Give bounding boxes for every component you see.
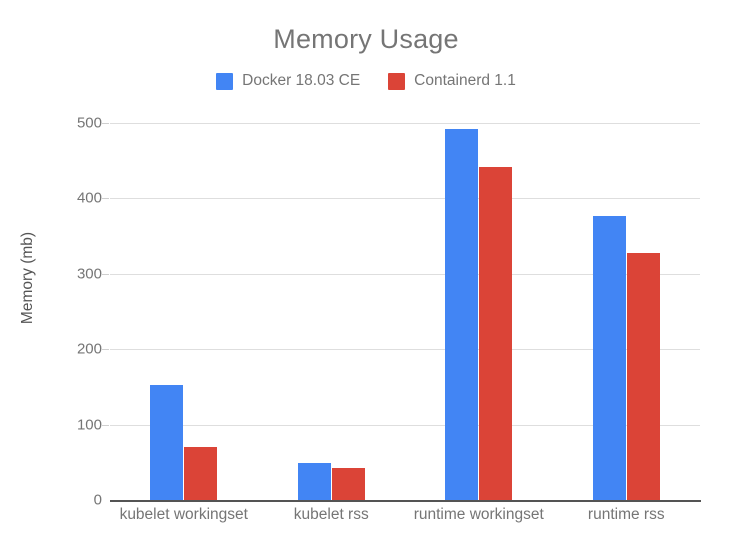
bar[interactable] [445,129,479,500]
x-axis-category-labels: kubelet workingset kubelet rss runtime wor… [110,506,700,536]
plot-area [110,123,700,500]
y-axis-tick-mark [102,198,109,200]
legend-item-docker[interactable]: Docker 18.03 CE [216,72,360,90]
y-axis-tick-mark [102,349,109,351]
gridline [110,123,700,124]
y-axis-tick-label: 300 [76,265,102,283]
x-axis-line [110,500,701,502]
x-axis-category-label: runtime rss [587,506,665,523]
bar[interactable] [150,384,184,500]
x-axis-category-label: runtime workingset [413,506,544,523]
bar[interactable] [592,215,626,500]
y-axis-tick-label: 500 [76,114,102,132]
legend-swatch-containerd-icon [388,72,406,90]
chart-title: Memory Usage [273,24,459,54]
bar[interactable] [479,166,513,500]
x-axis-category-label: kubelet rss [293,506,369,523]
bar[interactable] [331,467,365,500]
y-axis-tick-label: 400 [76,189,102,207]
y-axis-tick-marks [102,0,111,556]
y-axis-title-text: Memory (mb) [19,231,36,325]
chart-legend: Docker 18.03 CE Containerd 1.1 [0,72,732,90]
y-axis-tick-label: 200 [76,340,102,358]
y-axis-tick-labels: 0 100 200 300 400 500 [50,0,102,556]
legend-label-docker: Docker 18.03 CE [242,72,361,89]
bar[interactable] [184,447,218,500]
bar[interactable] [297,463,331,500]
x-axis-category-label: kubelet workingset [119,506,248,523]
y-axis-tick-label: 100 [76,416,102,434]
bar[interactable] [626,252,660,500]
gridline [110,424,700,426]
gridline [110,273,700,275]
gridline [110,198,700,200]
legend-item-containerd[interactable]: Containerd 1.1 [388,72,516,90]
gridline [110,349,700,351]
legend-swatch-docker-icon [216,72,234,90]
y-axis-tick-mark [102,424,109,426]
y-axis-tick-mark [102,273,109,275]
y-axis-tick-label: 0 [93,491,102,509]
y-axis-tick-mark [102,123,109,124]
legend-label-containerd: Containerd 1.1 [414,72,516,89]
y-axis-title: Memory (mb) [16,0,40,556]
